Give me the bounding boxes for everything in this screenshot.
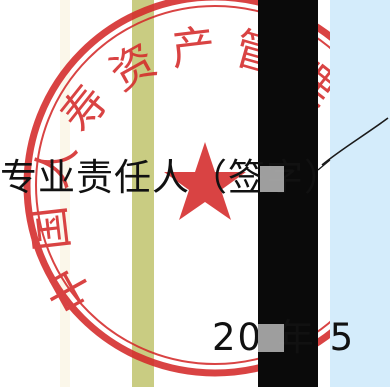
seal-outer-ring [23, 0, 390, 377]
scan-artifact-strip-pale [60, 0, 70, 387]
responsible-person-label: 专业责任人（签字） [0, 156, 342, 199]
scan-artifact-strip-olive [132, 0, 154, 387]
redacted-year [258, 324, 284, 352]
star-icon [164, 142, 246, 220]
seal-inner-ring [35, 5, 390, 365]
scan-artifact-strip-black [258, 0, 318, 387]
scan-artifact-strip-blue [330, 0, 390, 387]
redacted-signature [260, 166, 284, 192]
